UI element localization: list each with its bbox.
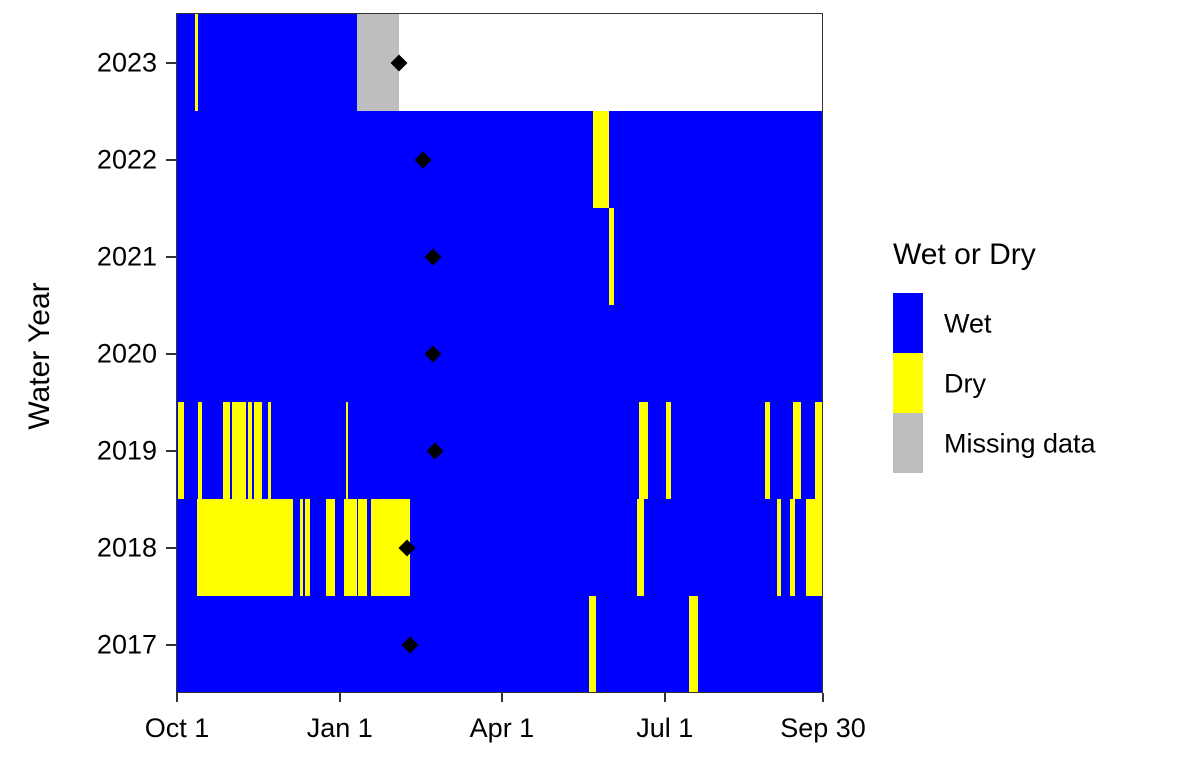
y-tick [166, 61, 176, 64]
x-tick [663, 693, 666, 702]
segment-dry [815, 402, 822, 499]
legend-label: Dry [944, 368, 986, 399]
y-tick [166, 643, 176, 646]
segment-dry [248, 402, 252, 499]
legend-label: Wet [944, 308, 992, 339]
x-tick-label: Oct 1 [144, 713, 210, 743]
y-tick [166, 449, 176, 452]
y-tick [166, 158, 176, 161]
y-tick-label: 2021 [96, 241, 157, 271]
y-tick [166, 255, 176, 258]
x-tick [500, 693, 503, 702]
y-tick [166, 352, 176, 355]
segment-dry [764, 402, 771, 499]
y-tick [166, 546, 176, 549]
segment-dry [231, 402, 247, 499]
y-axis-title: Water Year [23, 282, 56, 430]
x-tick [176, 693, 178, 702]
segment-dry [806, 499, 823, 596]
x-tick [338, 693, 341, 702]
segment-dry [777, 499, 781, 596]
segment-dry [689, 596, 699, 693]
legend-key-missing-data [893, 413, 923, 473]
heatmap-row [177, 14, 823, 111]
segment-dry [304, 499, 311, 596]
segment-dry [253, 402, 263, 499]
segment-wet [177, 14, 358, 111]
segment-dry [198, 402, 203, 499]
x-tick-label: Sep 30 [780, 713, 866, 743]
y-tick-label: 2017 [96, 629, 157, 659]
segment-dry [344, 499, 358, 596]
y-tick-label: 2020 [96, 338, 157, 368]
legend-key-dry [893, 353, 923, 413]
segment-dry [346, 402, 349, 499]
x-tick [822, 693, 824, 702]
y-tick-label: 2022 [96, 144, 157, 174]
segment-dry [793, 402, 802, 499]
segment-dry [357, 499, 367, 596]
heatmap-row [177, 402, 823, 499]
legend-key-wet [893, 293, 923, 353]
x-tick-label: Jul 1 [636, 713, 694, 743]
x-tick-label: Jan 1 [306, 713, 373, 743]
legend-title: Wet or Dry [893, 238, 1036, 271]
y-tick-label: 2019 [96, 435, 157, 465]
segment-dry [222, 402, 230, 499]
segment-dry [197, 499, 294, 596]
segment-dry [790, 499, 796, 596]
legend-label: Missing data [944, 428, 1096, 459]
heatmap-row [177, 305, 823, 402]
heatmap-row [177, 208, 823, 305]
segment-dry [299, 499, 303, 596]
heatmap-row [177, 111, 823, 208]
segment-dry [638, 402, 648, 499]
heatmap-row [177, 596, 823, 693]
heatmap-row [177, 499, 823, 596]
y-tick-label: 2023 [96, 47, 157, 77]
y-tick-label: 2018 [96, 532, 157, 562]
segment-dry [609, 208, 615, 305]
segment-dry [195, 14, 198, 111]
segment-dry [178, 402, 185, 499]
segment-dry [268, 402, 272, 499]
segment-dry [326, 499, 336, 596]
segment-dry [666, 402, 672, 499]
segment-dry [636, 499, 645, 596]
x-tick-label: Apr 1 [469, 713, 535, 743]
segment-dry [589, 596, 597, 693]
segment-dry [593, 111, 610, 208]
plot-panel [177, 14, 823, 693]
